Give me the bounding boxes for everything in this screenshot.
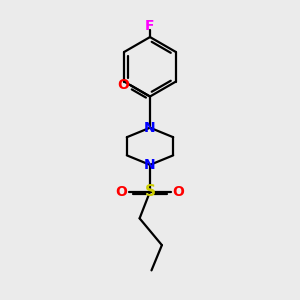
Text: O: O: [172, 184, 184, 199]
Text: N: N: [144, 121, 156, 135]
Text: N: N: [144, 158, 156, 172]
Text: F: F: [145, 19, 155, 33]
Text: O: O: [116, 184, 128, 199]
Text: O: O: [117, 78, 129, 92]
Text: S: S: [145, 184, 155, 199]
